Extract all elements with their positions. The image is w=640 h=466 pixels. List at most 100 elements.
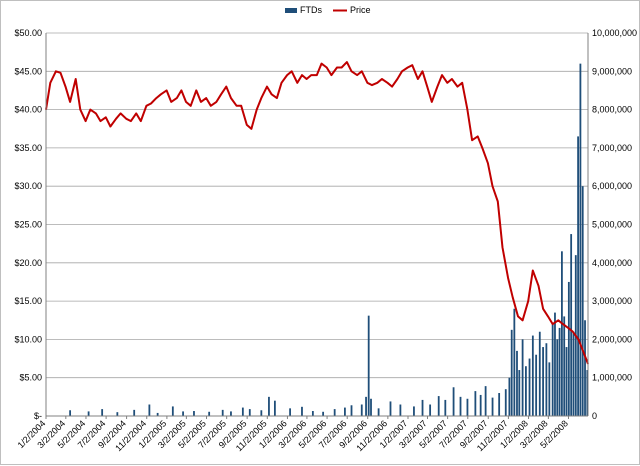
price-point [401,70,403,72]
price-point [471,139,473,141]
ftd-bar [260,410,263,416]
price-point [125,118,127,120]
ftd-bar [101,409,104,416]
ftd-bar [525,366,527,416]
price-line [45,61,589,365]
price-point [296,82,298,84]
ftd-bar [399,404,402,416]
left-axis: $- $5.00 $10.00 $15.00 $20.00 $25.00 $30.00 $35… [14,28,42,421]
price-point [69,101,71,103]
price-point [451,78,453,80]
ftd-bar [437,396,440,416]
right-tick-label: 2,000,000 [592,334,632,344]
right-tick-label: 0 [592,411,597,421]
x-axis: 1/2/20043/2/20045/2/20047/2/20049/2/2004… [16,416,570,453]
right-tick-label: 1,000,000 [592,373,632,383]
ftd-bar [322,411,325,416]
price-point [557,319,559,321]
ftd-bar [504,389,507,416]
price-point [547,315,549,318]
price-point [326,66,328,69]
price-point [200,101,202,103]
price-point [115,118,117,120]
price-point [507,277,509,279]
price-point [235,105,238,107]
right-tick-label: 7,000,000 [592,143,632,153]
axis-lines [45,33,589,417]
price-point [190,105,192,107]
gridlines [46,32,588,417]
price-point [291,70,293,72]
ftd-bar [241,407,244,416]
price-point [310,74,312,76]
ftd-bar [558,327,561,416]
ftd-bar [273,400,276,416]
price-point [230,97,232,99]
price-point [195,89,197,92]
price-point [366,82,368,84]
ftd-bar [230,411,232,416]
ftd-bar [87,411,90,416]
ftd-bar [289,408,291,416]
price-point [517,315,519,318]
price-point [99,120,102,122]
price-point [210,105,212,107]
price-point [532,269,534,272]
price-point [431,101,433,103]
price-point [160,93,162,95]
price-point [542,308,544,310]
ftd-bar [577,136,579,416]
price-point [140,120,142,122]
ftd-bar [563,316,566,416]
ftd-bar [567,281,570,416]
ftd-bar [531,335,534,416]
price-point [64,86,67,88]
price-point [381,78,383,80]
price-point [522,319,524,321]
price-point [336,66,338,69]
price-point [577,338,580,340]
ftd-bar [521,339,524,416]
ftd-bar [513,308,516,416]
ftd-bar [344,407,346,416]
price-point [356,74,358,76]
ftd-bar [508,377,511,416]
ftd-bar [572,331,575,416]
price-point [417,78,419,80]
ftd-bar [311,411,314,416]
legend-price-label: Price [350,5,371,15]
ftd-bar [389,401,392,416]
left-tick-label: $30.00 [14,181,42,191]
ftd-bar [429,404,432,416]
price-point [572,331,574,333]
price-point [461,82,463,84]
legend-ftds-swatch [285,8,297,13]
price-point [426,86,428,88]
price-point [240,105,242,107]
price-point [260,97,262,99]
ftd-bar [518,370,521,416]
price-point [270,93,273,95]
ftd-bar [248,409,251,416]
ftd-bar [365,396,367,416]
ftd-bar [510,329,513,416]
price-point [301,74,303,76]
price-point [176,97,178,99]
right-tick-label: 9,000,000 [592,66,632,76]
price-point [276,97,278,99]
left-tick-label: $35.00 [14,143,42,153]
ftd-bar [498,393,501,416]
price-point [220,93,222,95]
price-point [361,70,363,72]
price-point [205,97,207,99]
ftds-series [69,63,589,416]
price-point [436,86,438,88]
ftd-bar [350,405,353,416]
ftd-bar [133,409,136,416]
ftd-bar [542,347,544,416]
price-point [456,86,459,88]
ftd-bar [491,397,494,416]
price-point [371,84,373,86]
price-point [286,74,288,76]
